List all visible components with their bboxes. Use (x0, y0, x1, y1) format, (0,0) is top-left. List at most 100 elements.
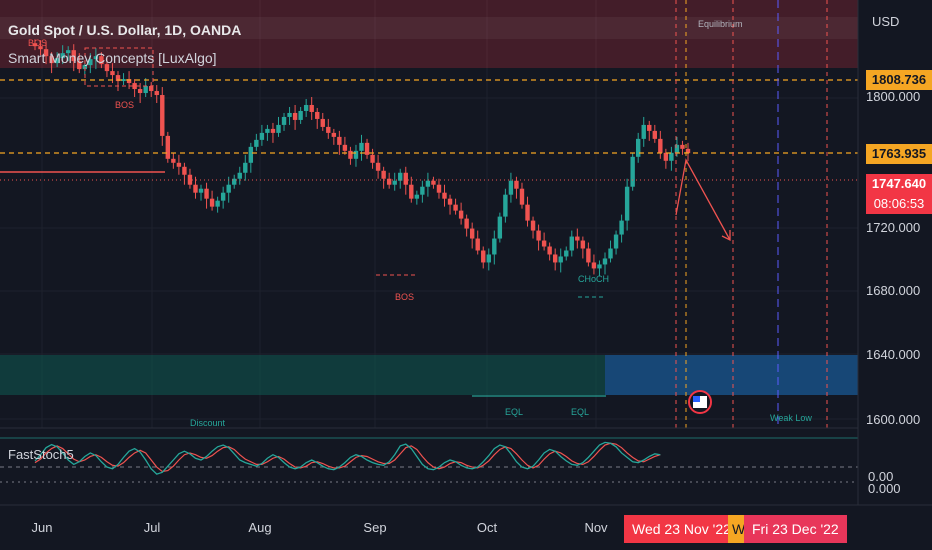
oscillator-legend[interactable]: FastStoch5 (8, 447, 74, 462)
candle-body (525, 204, 530, 221)
candle-body (364, 142, 370, 155)
candle-body (575, 236, 580, 241)
equilibrium-label: Equilibrium (698, 19, 743, 29)
candle-body (381, 170, 386, 179)
candle-body (292, 112, 298, 120)
candle-body (204, 188, 209, 199)
candle-body (49, 56, 54, 64)
candle-body (265, 128, 270, 133)
smc-zones (0, 0, 858, 397)
candle-body (254, 139, 259, 147)
choch-label: CHoCH (578, 274, 609, 284)
candle-body (658, 138, 663, 153)
candle-body (182, 166, 187, 175)
symbol-title[interactable]: Gold Spot / U.S. Dollar, 1D, OANDA (8, 22, 242, 38)
candle-body (60, 53, 65, 59)
candle-body (287, 112, 292, 117)
candle-body (303, 104, 309, 111)
order-block (605, 355, 858, 395)
stoch-k-line (34, 441, 661, 475)
discount-zone (0, 355, 858, 395)
candle-body (420, 186, 425, 195)
candle-body (326, 126, 331, 133)
bos-label-2: BOS (115, 100, 134, 110)
bos-label-3: BOS (395, 292, 414, 302)
candle-series (32, 39, 691, 277)
candle-body (647, 124, 652, 131)
time-tick-label: Aug (248, 520, 271, 535)
time-tick-label: Nov (584, 520, 608, 535)
premium-zone (0, 0, 858, 68)
price-tick-label: 1720.000 (866, 220, 920, 235)
candle-body (209, 198, 215, 207)
candle-body (447, 198, 453, 205)
candle-body (464, 218, 469, 229)
candle-body (392, 180, 397, 185)
candle-body (243, 162, 248, 173)
price-tick-label: 1600.000 (866, 412, 920, 427)
discount-label: Discount (190, 418, 226, 428)
candle-body (193, 184, 198, 193)
candle-body (519, 188, 525, 205)
candle-body (315, 111, 320, 119)
candle-body (359, 142, 364, 151)
date-tag-mid: W (728, 515, 750, 543)
candle-body (237, 172, 242, 179)
osc-tick-label: 0.000 (868, 481, 901, 496)
candle-body (215, 200, 220, 207)
candle-body (137, 89, 143, 94)
candle-body (331, 132, 337, 137)
candle-body (386, 178, 392, 185)
price-tick-label: 1680.000 (866, 283, 920, 298)
candle-body (630, 156, 635, 187)
price-tag-countdown: 08:06:53 (866, 194, 932, 214)
candle-body (469, 228, 475, 239)
candle-body (38, 46, 43, 50)
candle-body (541, 240, 547, 247)
candle-body (187, 174, 193, 185)
event-flag-canton (693, 396, 700, 402)
candle-body (281, 116, 287, 125)
candle-body (403, 172, 408, 185)
candle-body (99, 56, 104, 65)
candle-body (663, 152, 669, 161)
candle-body (32, 43, 38, 47)
candle-body (503, 194, 508, 217)
eql-label-2: EQL (571, 407, 589, 417)
candle-body (270, 128, 276, 133)
bos-label-1: BOS (28, 38, 47, 48)
candle-body (635, 138, 641, 157)
candle-body (475, 238, 480, 251)
candle-body (608, 248, 613, 259)
candle-body (569, 236, 574, 251)
candle-body (398, 172, 403, 181)
candle-body (580, 240, 586, 249)
candle-body (375, 162, 381, 171)
indicator-legend[interactable]: Smart Money Concepts [LuxAlgo] (8, 50, 217, 66)
candle-body (232, 178, 237, 185)
candle-body (508, 180, 514, 195)
candle-body (613, 234, 619, 249)
candle-body (492, 238, 497, 255)
price-tag-last: 1747.640 (866, 174, 932, 194)
smc-overlay: Equilibrium BOS BOS BOS CHoCH EQL EQL Discount W… (0, 0, 858, 505)
candle-body (497, 216, 503, 239)
candle-body (132, 83, 137, 90)
candle-body (353, 150, 359, 159)
currency-label[interactable]: USD (872, 14, 900, 29)
candle-body (165, 135, 171, 159)
candle-body (602, 258, 608, 265)
equilibrium-band (0, 17, 858, 39)
candle-body (436, 184, 442, 193)
candle-body (121, 79, 126, 82)
time-tick-label: Jul (144, 520, 161, 535)
date-tag-left: Wed 23 Nov '22 (624, 515, 739, 543)
price-tag-mid-level: 1763.935 (866, 144, 932, 164)
candle-body (674, 144, 680, 153)
candle-body (71, 50, 76, 62)
candle-body (597, 264, 602, 269)
price-tag-upper-level: 1808.736 (866, 70, 932, 90)
price-tick-label: 1640.000 (866, 347, 920, 362)
time-tick-label: Oct (477, 520, 498, 535)
